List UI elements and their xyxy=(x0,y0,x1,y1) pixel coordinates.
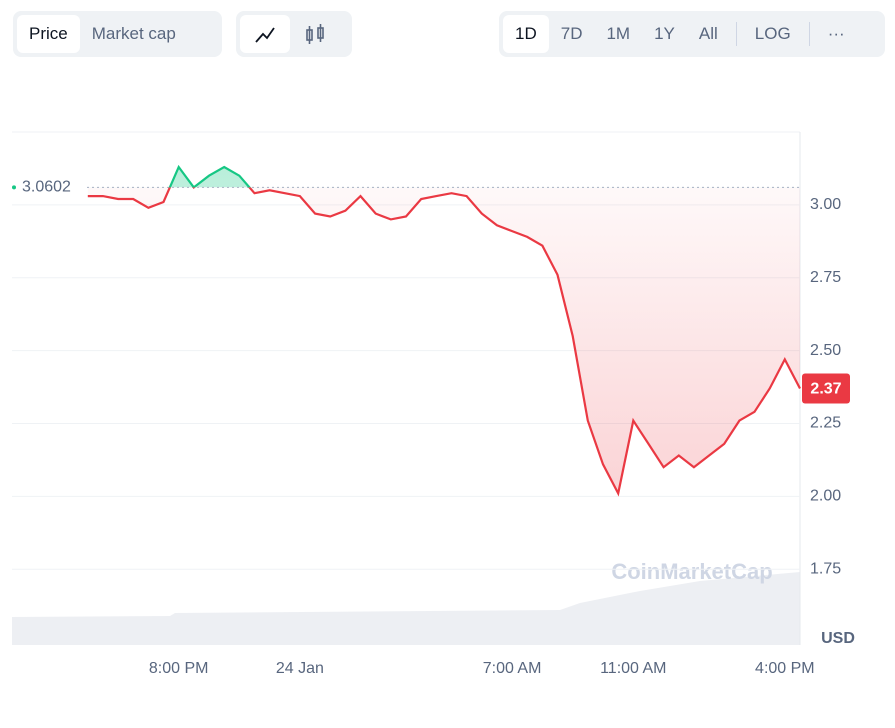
reference-label-bg xyxy=(16,176,84,199)
x-tick-label: 11:00 AM xyxy=(600,660,666,677)
price-line-up xyxy=(168,164,251,188)
separator xyxy=(735,22,737,46)
watermark: CoinMarketCap xyxy=(611,559,772,584)
y-unit: USD xyxy=(821,630,855,647)
reference-dot xyxy=(12,185,16,190)
chart-style xyxy=(236,11,352,57)
range-button[interactable]: 1M xyxy=(606,24,631,43)
range-button[interactable]: 1D xyxy=(503,15,549,53)
y-tick-label: 2.00 xyxy=(810,488,841,505)
line-style-button[interactable] xyxy=(240,15,290,53)
range-tabs: 1D 7D 1M 1Y All LOG ··· xyxy=(499,11,885,57)
volume-area xyxy=(12,572,800,645)
area-above xyxy=(87,167,800,188)
more-button[interactable]: ··· xyxy=(827,24,845,43)
y-tick-label: 2.50 xyxy=(810,342,841,359)
tab[interactable]: Market cap xyxy=(91,24,176,43)
y-tick-label: 3.00 xyxy=(810,196,841,213)
page: Price Market cap 1D 7D 1M 1Y All LOG ···… xyxy=(12,11,885,678)
y-tick-label: 2.25 xyxy=(810,415,841,432)
range-button[interactable]: 1Y xyxy=(654,24,675,43)
area-below xyxy=(87,187,800,494)
range-button[interactable]: All xyxy=(698,24,718,43)
y-tick-label: 2.75 xyxy=(810,269,841,286)
range-button[interactable]: 7D xyxy=(560,24,583,43)
metric-tabs: Price Market cap xyxy=(13,11,222,57)
reference-label: 3.0602 xyxy=(22,179,71,196)
separator xyxy=(808,22,810,46)
y-tick-label: 1.75 xyxy=(810,560,841,577)
x-tick-label: 4:00 PM xyxy=(755,660,815,677)
x-tick-label: 24 Jan xyxy=(276,660,324,677)
chart: CoinMarketCap USD 1.75 2.00 2.25 2.50 2.75 3.… xyxy=(12,131,855,677)
price-line-down xyxy=(87,187,801,497)
candle-style-button[interactable] xyxy=(290,15,340,53)
log-button[interactable]: LOG xyxy=(754,24,791,43)
tab[interactable]: Price xyxy=(17,15,80,53)
last-price-label: 2.37 xyxy=(810,381,841,398)
last-price-badge xyxy=(802,373,850,404)
x-tick-label: 7:00 AM xyxy=(483,660,542,677)
x-tick-label: 8:00 PM xyxy=(149,660,209,677)
